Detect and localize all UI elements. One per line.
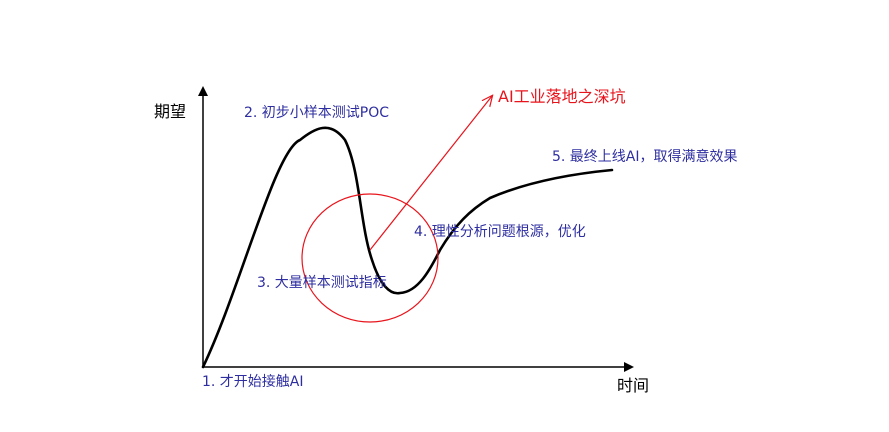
stage-label-4: 4. 理性分析问题根源，优化: [414, 224, 586, 240]
pit-highlight-circle: [301, 193, 439, 323]
pit-callout-arrow: [369, 96, 492, 251]
x-axis-label: 时间: [617, 376, 650, 395]
stage-label-5: 5. 最终上线AI，取得满意效果: [552, 149, 738, 165]
stage-label-3: 3. 大量样本测试指标: [257, 275, 387, 291]
stage-label-2: 2. 初步小样本测试POC: [244, 105, 390, 121]
expectation-curve: [201, 126, 614, 369]
stage-label-1: 1. 才开始接触AI: [202, 374, 304, 390]
y-axis-label: 期望: [154, 102, 187, 121]
pit-callout-label: AI工业落地之深坑: [498, 87, 626, 106]
